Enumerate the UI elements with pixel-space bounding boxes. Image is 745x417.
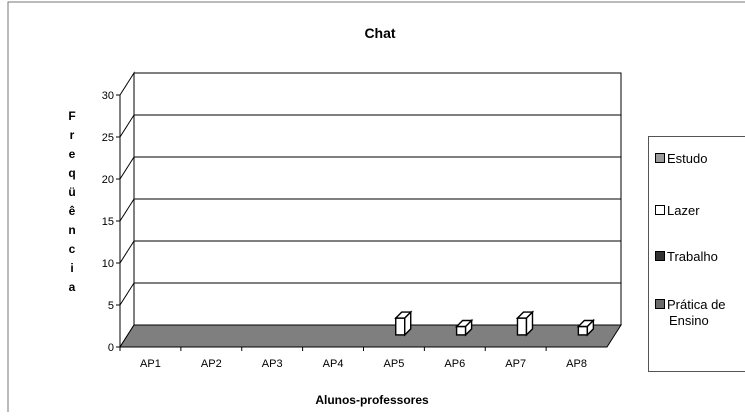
y-axis-label-letter: ü: [68, 185, 75, 199]
bar-front: [577, 325, 589, 336]
y-axis-label-letter: e: [69, 147, 76, 161]
bar-side: [464, 318, 473, 337]
legend-item: Prática de Ensino: [655, 297, 726, 329]
y-axis-label-letter: a: [69, 280, 76, 294]
legend-label: Prática de: [667, 297, 726, 312]
bar-front: [395, 317, 406, 336]
gridline-side: [119, 156, 135, 180]
x-tick-label: AP1: [140, 358, 161, 370]
legend-swatch: [655, 299, 665, 309]
x-tick-label: AP6: [444, 358, 465, 370]
bar-lazer: [576, 318, 596, 337]
plot-area: 0 5 10 15 20 25 30 AP1 AP2 AP3 AP4 AP5 AP6 AP7 AP8: [102, 71, 622, 370]
legend-item: Trabalho: [655, 249, 718, 265]
gridline-side: [119, 198, 135, 222]
x-tick-label: AP5: [384, 358, 405, 370]
legend-label: Trabalho: [667, 249, 718, 264]
x-tick-label: AP7: [505, 358, 526, 370]
y-tick-label: 15: [102, 216, 114, 228]
bar-lazer: [394, 310, 413, 337]
bar-side: [404, 310, 412, 337]
bar-lazer: [454, 318, 474, 337]
gridline-side: [119, 114, 135, 138]
y-tick-label: 5: [108, 300, 114, 312]
bar-front: [455, 325, 467, 336]
bar-side: [586, 318, 595, 337]
y-tick-label: 25: [102, 132, 114, 144]
y-axis-label-letter: n: [68, 223, 75, 237]
gridline-side: [119, 240, 135, 264]
legend-item: Estudo: [655, 151, 707, 167]
chart-border: [7, 1, 745, 412]
legend-item: Lazer: [655, 203, 700, 219]
floor: [119, 324, 622, 348]
legend-label: Ensino: [669, 313, 709, 328]
bar-front: [516, 317, 528, 336]
legend-label: Estudo: [667, 151, 708, 166]
bar-lazer: [515, 310, 535, 337]
legend-swatch: [655, 251, 665, 261]
x-tick-label: AP8: [566, 358, 587, 370]
y-tick-label: 20: [102, 174, 114, 186]
y-axis-label-letter: r: [70, 128, 75, 142]
legend-swatch: [655, 205, 665, 215]
x-tick-label: AP3: [262, 358, 283, 370]
legend-swatch: [655, 153, 665, 163]
bar-side: [525, 310, 534, 337]
legend: Estudo Lazer Trabalho Prática de Ensino: [648, 136, 745, 372]
legend-label: Lazer: [667, 203, 700, 218]
x-tick-label: AP4: [323, 358, 344, 370]
y-tick-label: 30: [102, 90, 114, 102]
x-tick-label: AP2: [201, 358, 222, 370]
y-axis-label-letter: i: [70, 261, 73, 275]
y-tick-label: 10: [102, 258, 114, 270]
y-tick-label: 0: [108, 342, 114, 354]
gridline-side: [119, 282, 135, 306]
x-axis-label: Alunos-professores: [315, 393, 429, 407]
y-axis-label-letter: F: [68, 109, 75, 123]
y-axis-label-letter: ê: [69, 204, 76, 218]
y-axis-label-letter: q: [68, 166, 75, 180]
y-axis-label-letter: c: [69, 242, 76, 256]
chart-title: Chat: [364, 25, 395, 41]
